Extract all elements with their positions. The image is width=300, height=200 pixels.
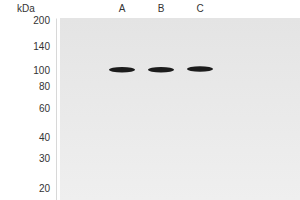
- marker-axis: 200 140 100 80 60 40 30 20: [33, 15, 56, 200]
- tick-label: 30: [39, 153, 51, 164]
- axis-line: [56, 19, 57, 200]
- tick: 60: [39, 103, 56, 114]
- tick-label: 140: [33, 41, 50, 52]
- axis-title: kDa: [17, 3, 35, 14]
- band: [148, 67, 174, 73]
- lane-labels: A B C: [119, 3, 204, 14]
- tick-label: 200: [33, 15, 50, 26]
- lane-label: C: [196, 3, 203, 14]
- band: [109, 67, 135, 73]
- figure: 200 140 100 80 60 40 30 20 kDa A B C: [0, 0, 300, 200]
- lane-label: B: [158, 3, 165, 14]
- tick: 30: [39, 153, 56, 164]
- bands: [109, 66, 213, 72]
- tick: 140: [33, 41, 56, 52]
- tick-label: 20: [39, 183, 51, 194]
- tick-label: 40: [39, 132, 51, 143]
- tick-label: 80: [39, 81, 51, 92]
- blot-membrane: [60, 18, 300, 200]
- tick: 20: [39, 183, 56, 194]
- tick-label: 60: [39, 103, 51, 114]
- band: [187, 66, 213, 72]
- tick: 100: [33, 65, 56, 76]
- tick: 80: [39, 81, 56, 92]
- lane-label: A: [119, 3, 126, 14]
- tick-label: 100: [33, 65, 50, 76]
- tick: 200: [33, 15, 56, 26]
- tick: 40: [39, 132, 56, 143]
